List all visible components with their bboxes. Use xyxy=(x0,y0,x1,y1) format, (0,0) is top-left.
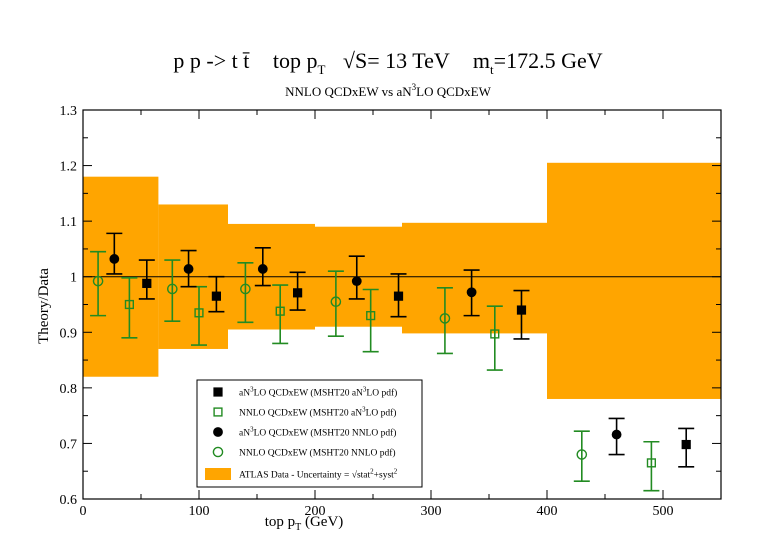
data-point xyxy=(439,313,451,324)
data-point xyxy=(109,254,120,264)
data-point xyxy=(212,446,224,458)
legend-box xyxy=(196,379,423,488)
uncertainty-band-bin xyxy=(547,162,721,399)
legend-label: NNLO QCDxEW (MSHT20 NNLO pdf) xyxy=(239,448,396,459)
x-tick-label: 500 xyxy=(653,504,674,519)
legend-entry: NNLO QCDxEW (MSHT20 aN3LO pdf) xyxy=(213,406,396,419)
data-point xyxy=(681,439,691,450)
y-tick-label: 0.6 xyxy=(60,493,78,508)
x-tick-label: 200 xyxy=(305,504,326,519)
legend-label: NNLO QCDxEW (MSHT20 aN3LO pdf) xyxy=(239,406,396,419)
data-point xyxy=(576,449,588,460)
data-point xyxy=(257,264,268,274)
chart-subtitle: NNLO QCDxEW vs aN3LO QCDxEW xyxy=(285,82,491,99)
plot-area xyxy=(83,162,721,492)
axes: 0 100 200 300 400 500 0.6 0.7 0.8 0.9 1 1.1 1.2 1.3 xyxy=(60,104,722,519)
x-tick-label: 0 xyxy=(80,504,87,519)
data-point xyxy=(330,296,342,308)
data-point xyxy=(124,299,134,310)
data-point xyxy=(240,283,251,295)
data-point xyxy=(183,264,194,274)
data-point xyxy=(92,275,104,287)
series-square-open xyxy=(121,277,660,492)
y-tick-label: 1.2 xyxy=(60,160,78,175)
data-point xyxy=(213,407,223,417)
x-tick-label: 300 xyxy=(421,504,442,519)
x-tick-label: 100 xyxy=(189,504,210,519)
data-point xyxy=(142,278,152,288)
y-tick-label: 0.8 xyxy=(60,382,78,397)
series-circle-open xyxy=(90,250,590,483)
legend-label: ATLAS Data - Uncertainty = √stat2+syst2 xyxy=(239,468,398,481)
data-point xyxy=(490,329,500,339)
data-point xyxy=(167,283,178,295)
data-point xyxy=(351,276,362,287)
legend: aN3LO QCDxEW (MSHT20 aN3LO pdf) NNLO QCDx… xyxy=(196,379,423,488)
y-tick-label: 0.7 xyxy=(60,437,78,452)
x-axis-label: top pT (GeV) xyxy=(265,514,344,533)
legend-entry: aN3LO QCDxEW (MSHT20 NNLO pdf) xyxy=(213,426,396,439)
legend-entry: ATLAS Data - Uncertainty = √stat2+syst2 xyxy=(205,468,398,481)
y-tick-label: 0.9 xyxy=(60,326,78,341)
chart-title: p p -> t t̄ top pT √S= 13 TeV mt=172.5 G… xyxy=(173,48,602,79)
data-point xyxy=(213,387,223,397)
legend-label: aN3LO QCDxEW (MSHT20 aN3LO pdf) xyxy=(239,386,397,399)
y-axis-label: Theory/Data xyxy=(36,268,52,344)
y-tick-label: 1.1 xyxy=(60,215,78,230)
uncertainty-band-bin xyxy=(402,222,547,334)
legend-swatch-band xyxy=(205,468,231,480)
legend-entry: NNLO QCDxEW (MSHT20 NNLO pdf) xyxy=(212,446,396,459)
data-point xyxy=(293,288,303,298)
y-tick-label: 1 xyxy=(70,271,77,286)
series-square-filled xyxy=(138,259,695,468)
data-point xyxy=(646,458,656,468)
x-tick-label: 400 xyxy=(537,504,558,519)
legend-label: aN3LO QCDxEW (MSHT20 NNLO pdf) xyxy=(239,426,396,439)
data-point xyxy=(194,308,204,318)
data-point xyxy=(611,429,622,440)
data-point xyxy=(516,305,527,315)
data-point xyxy=(366,311,376,321)
data-point xyxy=(211,291,221,301)
data-point xyxy=(393,291,404,301)
data-point xyxy=(466,287,477,298)
data-point xyxy=(275,306,285,316)
legend-entry: aN3LO QCDxEW (MSHT20 aN3LO pdf) xyxy=(213,386,397,399)
series-circle-filled xyxy=(106,232,625,456)
y-tick-label: 1.3 xyxy=(60,104,78,119)
data-point xyxy=(213,427,223,437)
